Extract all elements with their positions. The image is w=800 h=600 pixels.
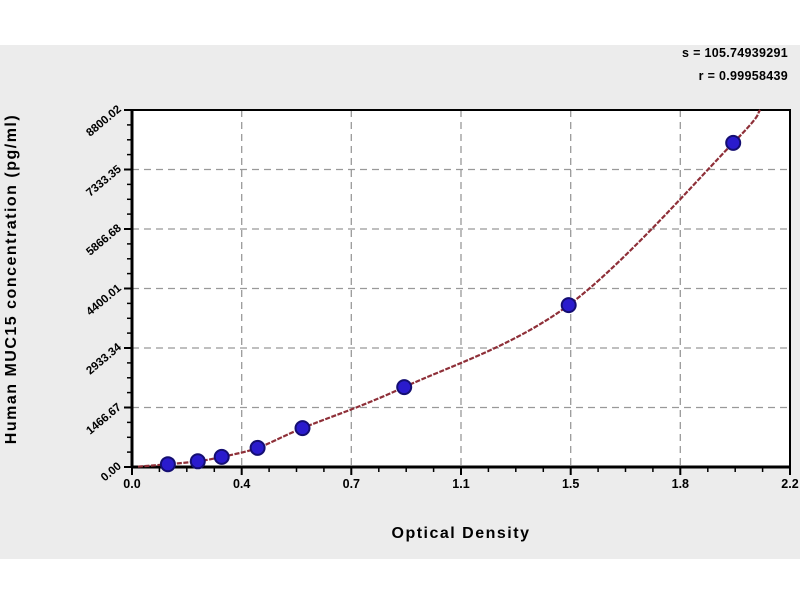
data-point: [159, 456, 176, 473]
data-point: [725, 134, 742, 151]
data-point: [294, 420, 311, 437]
x-tick-label: 1.5: [561, 477, 580, 491]
data-point: [249, 439, 266, 456]
x-tick-label: 1.8: [671, 477, 690, 491]
x-tick-label: 1.1: [452, 477, 470, 491]
data-point: [213, 448, 230, 465]
x-tick-label: 0.4: [232, 477, 251, 491]
fit-annotations: s = 105.74939291 r = 0.99958439: [682, 42, 788, 88]
data-point: [396, 379, 413, 396]
x-tick-label: 0.0: [123, 477, 141, 491]
x-tick-label: 0.7: [342, 477, 361, 491]
x-tick-label: 2.2: [781, 477, 799, 491]
data-point: [560, 297, 577, 314]
annotation-r: r = 0.99958439: [698, 69, 788, 83]
data-point: [189, 453, 206, 470]
y-axis-title: Human MUC15 concentration (pg/ml): [3, 113, 20, 445]
annotation-s: s = 105.74939291: [682, 46, 788, 60]
x-axis-title: Optical Density: [391, 525, 531, 542]
